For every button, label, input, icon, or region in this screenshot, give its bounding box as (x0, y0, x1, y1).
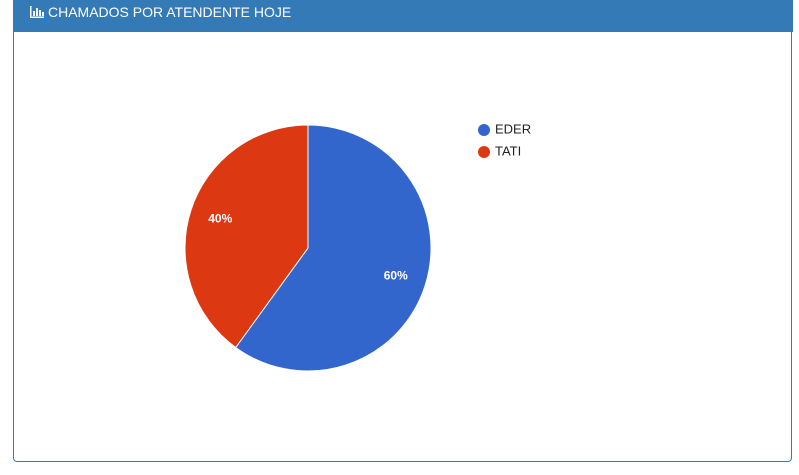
pie-slice (235, 124, 432, 372)
pie-slice (184, 124, 309, 349)
panel-heading: CHAMADOS POR ATENDENTE HOJE (14, 0, 793, 32)
slice-label: 40% (208, 212, 232, 226)
panel: CHAMADOS POR ATENDENTE HOJE (13, 0, 793, 462)
legend-marker (478, 146, 490, 158)
bar-chart-icon (30, 6, 44, 18)
legend-label: EDER (495, 121, 531, 136)
slice-label: 60% (384, 269, 408, 283)
legend-marker (478, 124, 490, 136)
legend-label: TATI (495, 143, 521, 158)
panel-title: CHAMADOS POR ATENDENTE HOJE (48, 4, 292, 20)
